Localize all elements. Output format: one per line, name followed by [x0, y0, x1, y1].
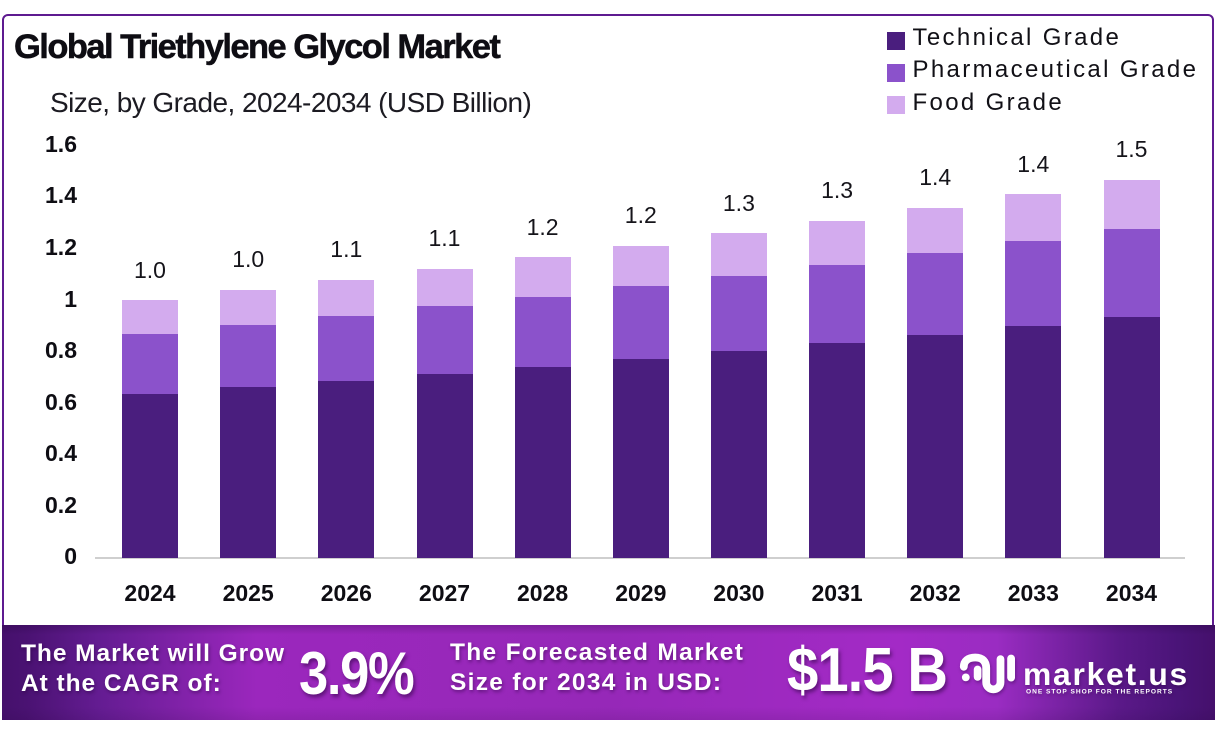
svg-text:ONE STOP SHOP FOR THE REPORTS: ONE STOP SHOP FOR THE REPORTS	[1026, 688, 1173, 695]
svg-text:market.us: market.us	[1023, 656, 1189, 692]
